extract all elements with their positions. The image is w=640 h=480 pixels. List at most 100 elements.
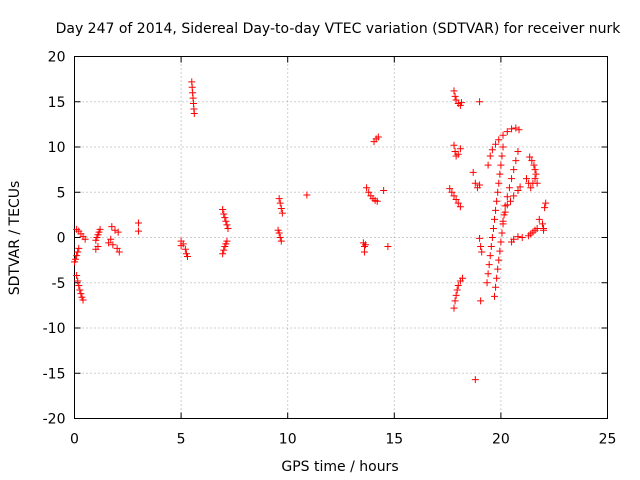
data-point [224, 224, 232, 232]
data-point [527, 184, 535, 192]
data-point [487, 243, 495, 251]
data-point [451, 92, 459, 100]
data-point [486, 252, 494, 260]
data-point [508, 175, 516, 183]
data-point [514, 186, 522, 194]
data-point [81, 235, 89, 243]
data-point [498, 152, 506, 160]
data-point [496, 170, 504, 178]
data-point [73, 272, 81, 280]
data-point [109, 241, 117, 249]
data-point [535, 215, 543, 223]
data-point [503, 128, 511, 136]
data-point [503, 193, 511, 201]
data-point [538, 220, 546, 228]
data-point [510, 166, 518, 174]
data-point [488, 234, 496, 241]
y-tick-label: 0 [57, 231, 66, 247]
axis-tick-labels: 0 5 10 15 20 25 -20 -15 -10 -5 0 5 10 15 20 [43, 50, 617, 448]
chart-title: Day 247 of 2014, Sidereal Day-to-day VTE… [56, 21, 622, 37]
data-point [522, 175, 530, 183]
data-point [497, 161, 505, 169]
data-point [493, 197, 501, 205]
data-point [277, 237, 285, 245]
data-point [514, 233, 522, 241]
data-point [471, 179, 479, 187]
data-point [503, 201, 511, 209]
data-point [223, 237, 231, 245]
data-point [384, 243, 392, 251]
data-point [494, 188, 502, 196]
data-point [75, 281, 83, 289]
data-point [469, 168, 477, 176]
data-point [221, 214, 229, 222]
data-point [518, 234, 526, 241]
data-point [528, 157, 536, 165]
data-point [454, 281, 462, 289]
data-point [219, 250, 227, 258]
data-point [181, 245, 189, 253]
data-point [105, 239, 113, 247]
data-point [448, 188, 456, 196]
data-point [501, 208, 509, 216]
data-point [72, 255, 80, 263]
data-point [362, 241, 370, 249]
data-point [108, 223, 116, 231]
y-tick-label: 10 [48, 140, 66, 156]
data-point [533, 224, 541, 232]
data-point [506, 197, 514, 205]
data-point [531, 175, 539, 183]
data-point [222, 217, 230, 225]
data-point [495, 136, 503, 144]
data-point [512, 157, 520, 165]
data-point [497, 238, 505, 246]
y-tick-label: -10 [43, 321, 66, 337]
data-point [380, 186, 388, 194]
data-point [491, 292, 499, 300]
data-point [278, 209, 286, 217]
data-point [477, 297, 485, 305]
data-point [454, 199, 462, 207]
data-point [134, 227, 142, 235]
data-points [71, 78, 550, 384]
data-point [452, 96, 460, 104]
data-point [492, 206, 500, 214]
data-point [478, 248, 486, 256]
data-point [374, 133, 382, 141]
data-point [510, 235, 518, 243]
data-point [450, 87, 458, 95]
data-point [452, 195, 460, 203]
data-point [452, 291, 460, 299]
y-tick-label: -5 [52, 276, 66, 292]
x-tick-label: 10 [279, 432, 297, 448]
data-point [454, 150, 462, 158]
y-tick-label: 15 [48, 95, 66, 111]
data-point [75, 244, 83, 252]
data-point [450, 304, 458, 312]
data-point [510, 192, 518, 200]
data-point [516, 183, 524, 191]
y-tick-label: 20 [48, 50, 66, 66]
data-point [275, 195, 283, 203]
data-point [489, 224, 497, 232]
data-point [533, 179, 541, 187]
data-point [446, 185, 454, 193]
x-tick-label: 0 [70, 432, 79, 448]
data-point [457, 99, 465, 107]
data-point [495, 256, 503, 264]
data-point [499, 217, 507, 225]
data-point [456, 145, 464, 153]
data-point [115, 248, 123, 256]
data-point [220, 246, 228, 254]
data-point [492, 140, 500, 148]
data-point [113, 244, 121, 252]
x-tick-label: 20 [492, 432, 510, 448]
data-point [456, 203, 464, 211]
data-point [498, 229, 506, 237]
data-point [134, 219, 142, 227]
data-point [277, 205, 285, 213]
data-point [477, 243, 485, 251]
y-tick-label: -20 [43, 412, 66, 428]
data-point [526, 153, 534, 161]
